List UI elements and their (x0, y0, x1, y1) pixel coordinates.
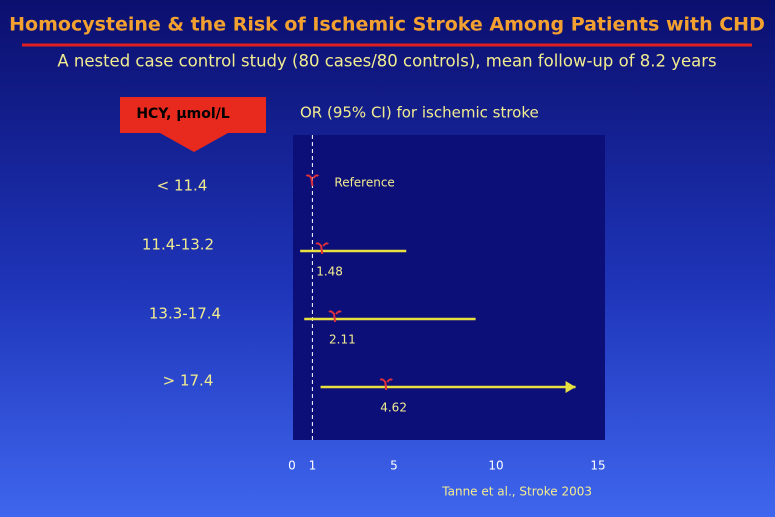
source: Tanne et al., Stroke 2003 (441, 485, 592, 499)
or-marker (379, 378, 393, 391)
subtitle: A nested case control study (80 cases/80… (57, 52, 716, 71)
title: Homocysteine & the Risk of Ischemic Stro… (9, 14, 765, 36)
x-tick-label: 15 (590, 459, 605, 473)
or-marker (328, 310, 342, 323)
x-tick-label: 10 (488, 459, 503, 473)
header-arrow (160, 133, 228, 152)
x-tick-label: 0 (288, 459, 296, 473)
header-box (120, 97, 266, 133)
reference-label: Reference (334, 176, 394, 190)
category-header: HCY, µmol/L (136, 106, 229, 122)
x-tick-label: 1 (309, 459, 317, 473)
value-label: 2.11 (329, 333, 356, 347)
or-marker (315, 242, 329, 255)
value-label: 4.62 (380, 401, 407, 415)
category-label: 13.3-17.4 (149, 305, 221, 323)
x-tick-label: 5 (390, 459, 398, 473)
plot-panel (293, 135, 605, 440)
ci-arrowhead (565, 381, 576, 393)
or-marker (305, 174, 320, 187)
x-label: OR (95% CI) for ischemic stroke (300, 104, 539, 122)
value-label: 1.48 (316, 265, 343, 279)
category-label: < 11.4 (157, 177, 208, 195)
category-label: > 17.4 (163, 372, 214, 390)
category-label: 11.4-13.2 (142, 236, 214, 254)
